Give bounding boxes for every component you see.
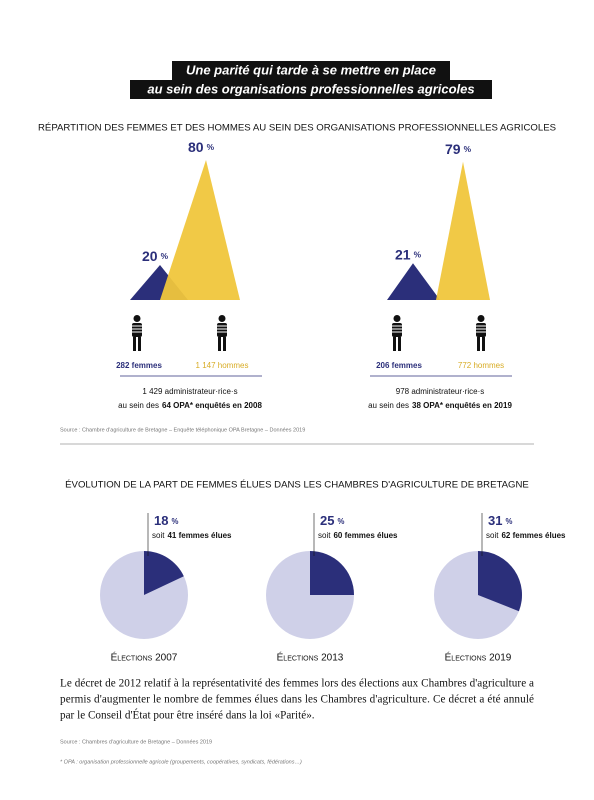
body [132,323,142,337]
source: Source : Chambre d'agriculture de Bretag… [60,427,305,433]
election-label: Élections 2007 [111,651,178,664]
head [477,315,485,322]
body [476,323,486,337]
percent-unit: % [337,517,344,526]
head [218,315,226,322]
leg [393,337,396,351]
percent-label: 31% [488,513,512,528]
scope-prefix: au sein des [368,401,409,410]
percent-label: 25% [320,513,344,528]
scope-prefix: au sein des [118,401,159,410]
note-prefix: soit [152,531,165,540]
leg [482,337,485,351]
scope: au sein des 38 OPA* enquêtés en 2019 [368,401,512,410]
title-line: au sein des organisations professionnell… [147,81,474,96]
percent-label: 21% [395,246,422,262]
pie-note: soit 60 femmes élues [318,531,398,540]
scope-bold: 64 OPA* enquêtés en 2008 [162,401,262,410]
women-count: 282 femmes [116,361,162,370]
note-prefix: soit [486,531,499,540]
person-icon [132,315,142,351]
total: 978 administrateur·rice·s [396,387,484,396]
men-count: 1 147 hommes [196,361,249,370]
person-icon [476,315,486,351]
percent-value: 25 [320,513,334,528]
percent-value: 31 [488,513,502,528]
source: Source : Chambres d'agriculture de Breta… [60,739,212,745]
scope-bold: 38 OPA* enquêtés en 2019 [412,401,512,410]
men-triangle [160,160,240,300]
percent-unit: % [171,517,178,526]
percent-unit: % [464,144,472,154]
percent-label: 79% [445,140,472,156]
pie-note: soit 62 femmes élues [486,531,566,540]
pie-slice [144,551,184,595]
note-bold: 62 femmes élues [501,531,566,540]
person-icon [217,315,227,351]
title-banner [130,80,492,99]
section-heading: ÉVOLUTION DE LA PART DE FEMMES ÉLUES DAN… [65,480,529,491]
scope: au sein des 64 OPA* enquêtés en 2008 [118,401,262,410]
percent-value: 21 [395,246,411,262]
note-bold: 41 femmes élues [167,531,232,540]
pie-slice [478,551,522,612]
percent-unit: % [161,251,169,261]
pie-slice [310,551,354,595]
percent-unit: % [414,249,422,259]
percent-label: 20% [142,248,169,264]
leg [218,337,221,351]
leg [398,337,401,351]
women-count: 206 femmes [376,361,422,370]
body [392,323,402,337]
head [133,315,141,322]
percent-label: 18% [154,513,178,528]
body [217,323,227,337]
pie-note: soit 41 femmes élues [152,531,232,540]
percent-value: 79 [445,140,461,156]
percent-value: 18 [154,513,168,528]
paragraph-line: Le décret de 2012 relatif à la représent… [60,678,534,690]
percent-label: 80% [188,139,215,155]
section-heading: RÉPARTITION DES FEMMES ET DES HOMMES AU … [38,123,556,134]
percent-value: 20 [142,248,158,264]
percent-unit: % [505,517,512,526]
note-bold: 60 femmes élues [333,531,398,540]
note-prefix: soit [318,531,331,540]
paragraph-line: par le Conseil d'État pour être inséré d… [60,710,315,722]
leg [223,337,226,351]
election-label: Élections 2019 [445,651,512,664]
leg [477,337,480,351]
paragraph-line: permis d'augmenter le nombre de femmes é… [60,694,534,706]
men-triangle [436,161,490,300]
head [393,315,401,322]
total: 1 429 administrateur·rice·s [142,387,237,396]
leg [133,337,136,351]
election-label: Élections 2013 [277,651,344,664]
percent-value: 80 [188,139,204,155]
person-icon [392,315,402,351]
title-line: Une parité qui tarde à se mettre en plac… [186,62,436,77]
leg [138,337,141,351]
percent-unit: % [207,142,215,152]
title-banner [172,61,450,80]
men-count: 772 hommes [458,361,504,370]
footnote: * OPA : organisation professionnelle agr… [60,759,302,765]
women-triangle [387,263,440,300]
